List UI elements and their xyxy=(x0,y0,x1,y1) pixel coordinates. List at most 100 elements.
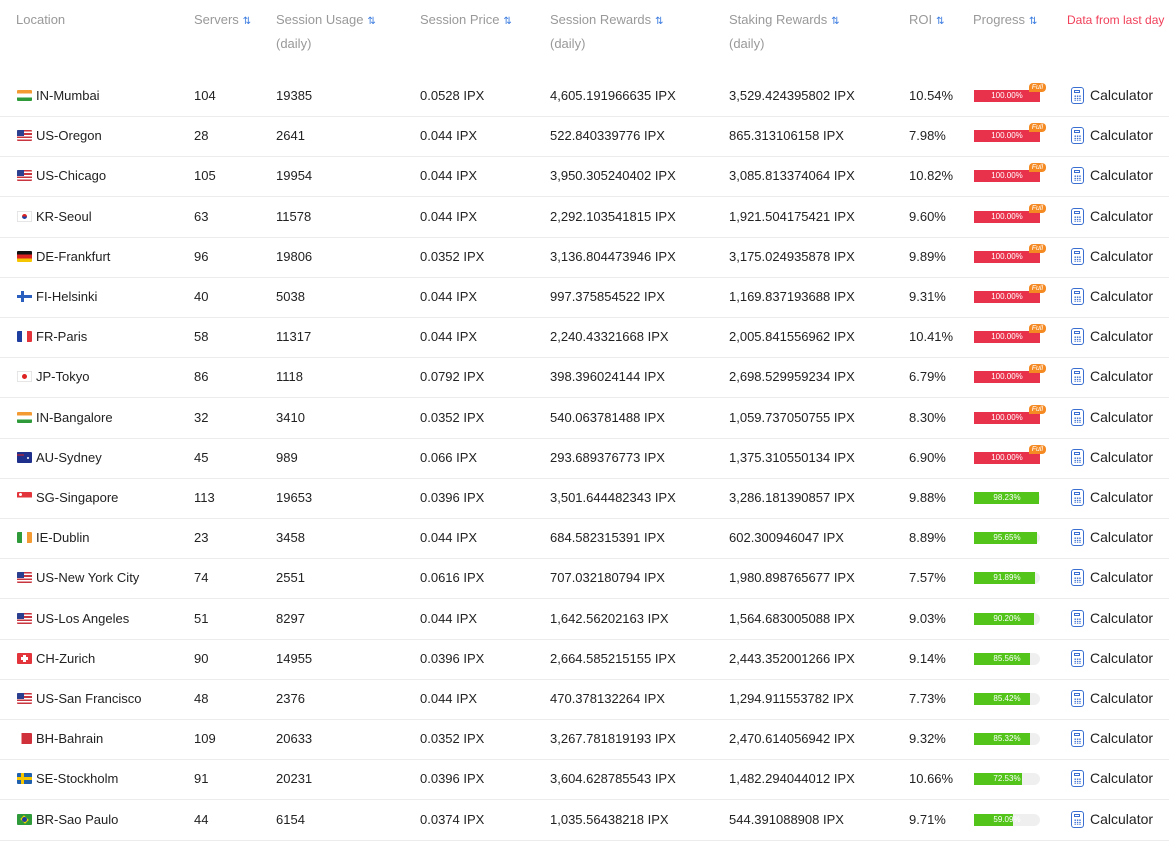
roi-cell: 6.79% xyxy=(909,369,946,385)
header-roi[interactable]: ROI ⇅ xyxy=(909,12,945,27)
location-cell: FI-Helsinki xyxy=(17,277,97,317)
calculator-icon[interactable] xyxy=(1071,529,1084,547)
flag-us-icon xyxy=(17,693,32,704)
session-rewards-cell: 4,605.191966635 IPX xyxy=(550,88,676,103)
progress-fill xyxy=(974,451,1040,464)
calculator-label[interactable]: Calculator xyxy=(1090,810,1154,827)
location-name: BH-Bahrain xyxy=(36,731,104,747)
calculator-icon[interactable] xyxy=(1071,368,1084,386)
servers-cell: 104 xyxy=(194,88,216,103)
calculator-icon[interactable] xyxy=(1071,569,1084,587)
location-cell: US-Oregon xyxy=(17,116,102,156)
location-cell: IN-Bangalore xyxy=(17,398,113,438)
progress-label: 100.00% xyxy=(991,292,1023,301)
header-staking-rewards[interactable]: Staking Rewards ⇅ (daily) xyxy=(729,12,840,51)
sort-icon[interactable]: ⇅ xyxy=(367,16,375,27)
sort-icon[interactable]: ⇅ xyxy=(936,16,944,27)
location-name: IE-Dublin xyxy=(36,530,90,546)
full-badge: Full xyxy=(1028,284,1046,293)
calculator-icon[interactable] xyxy=(1071,167,1084,185)
sort-icon[interactable]: ⇅ xyxy=(242,16,251,27)
progress-label: 100.00% xyxy=(991,412,1023,422)
calculator-label[interactable]: Calculator xyxy=(1090,569,1154,586)
calculator-icon[interactable] xyxy=(1071,127,1084,145)
session-price-cell: 0.044 IPX xyxy=(420,530,478,546)
calculator-label[interactable]: Calculator xyxy=(1090,408,1154,425)
calculator-label[interactable]: Calculator xyxy=(1090,690,1154,706)
calculator-icon[interactable] xyxy=(1071,288,1084,305)
location-cell: FR-Paris xyxy=(17,317,87,357)
session-usage-cell: 3410 xyxy=(276,409,305,425)
calculator-label[interactable]: Calculator xyxy=(1090,288,1154,304)
sort-icon[interactable]: ⇅ xyxy=(831,16,839,27)
sort-icon[interactable]: ⇅ xyxy=(655,16,663,27)
location-name: BR-Sao Paulo xyxy=(36,811,119,827)
session-price-cell: 0.044 IPX xyxy=(420,128,478,144)
sort-icon[interactable]: ⇅ xyxy=(503,16,511,27)
session-rewards-cell: 2,240.43321668 IPX xyxy=(550,329,669,345)
header-session-usage[interactable]: Session Usage ⇅ (daily) xyxy=(276,12,376,51)
calculator-label[interactable]: Calculator xyxy=(1090,529,1154,546)
calculator-label[interactable]: Calculator xyxy=(1090,127,1154,144)
flag-bh-icon xyxy=(17,733,32,745)
calculator-label[interactable]: Calculator xyxy=(1090,448,1154,465)
session-price-cell: 0.0396 IPX xyxy=(420,771,485,787)
sort-icon[interactable]: ⇅ xyxy=(1029,16,1037,27)
staking-rewards-cell: 3,286.181390857 IPX xyxy=(729,490,855,505)
session-rewards-cell: 3,950.305240402 IPX xyxy=(550,168,676,184)
calculator-icon[interactable] xyxy=(1071,730,1084,748)
table-row: FI-Helsinki 40 5038 0.044 IPX 997.375854522 … xyxy=(0,277,1169,318)
session-usage-cell: 989 xyxy=(276,449,298,465)
calculator-icon[interactable] xyxy=(1071,207,1084,225)
servers-cell: 44 xyxy=(194,811,209,827)
location-cell: US-San Francisco xyxy=(17,679,141,719)
calculator-icon[interactable] xyxy=(1071,247,1084,265)
location-name: CH-Zurich xyxy=(36,650,96,666)
servers-cell: 91 xyxy=(194,771,209,787)
session-rewards-cell: 2,664.585215155 IPX xyxy=(550,650,676,666)
header-servers[interactable]: Servers ⇅ xyxy=(194,12,251,27)
calculator-icon[interactable] xyxy=(1071,328,1084,346)
calculator-label[interactable]: Calculator xyxy=(1090,609,1154,626)
header-location: Location xyxy=(16,12,66,27)
calculator-label[interactable]: Calculator xyxy=(1090,328,1154,345)
progress-label: 95.65% xyxy=(993,533,1021,543)
calculator-icon[interactable] xyxy=(1071,649,1084,667)
calculator-label[interactable]: Calculator xyxy=(1090,730,1154,747)
calculator-icon[interactable] xyxy=(1071,87,1084,104)
session-rewards-cell: 470.378132264 IPX xyxy=(550,691,665,706)
calculator-label[interactable]: Calculator xyxy=(1090,167,1154,184)
full-badge: Full xyxy=(1028,83,1046,92)
calculator-label[interactable]: Calculator xyxy=(1090,649,1154,666)
location-cell: IN-Mumbai xyxy=(17,76,100,116)
calculator-icon[interactable] xyxy=(1071,448,1084,466)
calculator-icon[interactable] xyxy=(1071,770,1084,788)
session-price-cell: 0.0374 IPX xyxy=(420,811,485,827)
calculator-label[interactable]: Calculator xyxy=(1090,207,1154,224)
servers-cell: 86 xyxy=(194,369,209,385)
session-usage-cell: 2551 xyxy=(276,570,305,586)
progress-label: 90.20% xyxy=(993,613,1021,623)
calculator-icon[interactable] xyxy=(1071,609,1084,627)
session-price-cell: 0.0528 IPX xyxy=(420,88,485,103)
location-cell: SG-Singapore xyxy=(17,478,118,518)
calculator-label[interactable]: Calculator xyxy=(1090,489,1154,505)
calculator-label[interactable]: Calculator xyxy=(1090,247,1154,264)
session-usage-cell: 19653 xyxy=(276,490,313,505)
calculator-label[interactable]: Calculator xyxy=(1090,770,1154,787)
calculator-label[interactable]: Calculator xyxy=(1090,87,1154,103)
calculator-icon[interactable] xyxy=(1071,810,1084,828)
session-rewards-cell: 997.375854522 IPX xyxy=(550,289,665,304)
header-session-price[interactable]: Session Price ⇅ xyxy=(420,12,512,27)
calculator-icon[interactable] xyxy=(1071,408,1084,426)
calculator-icon[interactable] xyxy=(1071,489,1084,506)
header-session-rewards[interactable]: Session Rewards ⇅ (daily) xyxy=(550,12,664,51)
staking-rewards-cell: 1,921.504175421 IPX xyxy=(729,208,855,224)
progress-fill xyxy=(974,130,1040,143)
roi-cell: 9.71% xyxy=(909,811,946,827)
calculator-icon[interactable] xyxy=(1071,690,1084,707)
calculator-label[interactable]: Calculator xyxy=(1090,368,1154,385)
progress-fill xyxy=(974,813,1013,826)
header-progress[interactable]: Progress ⇅ xyxy=(973,12,1037,27)
location-cell: KR-Seoul xyxy=(17,197,92,237)
